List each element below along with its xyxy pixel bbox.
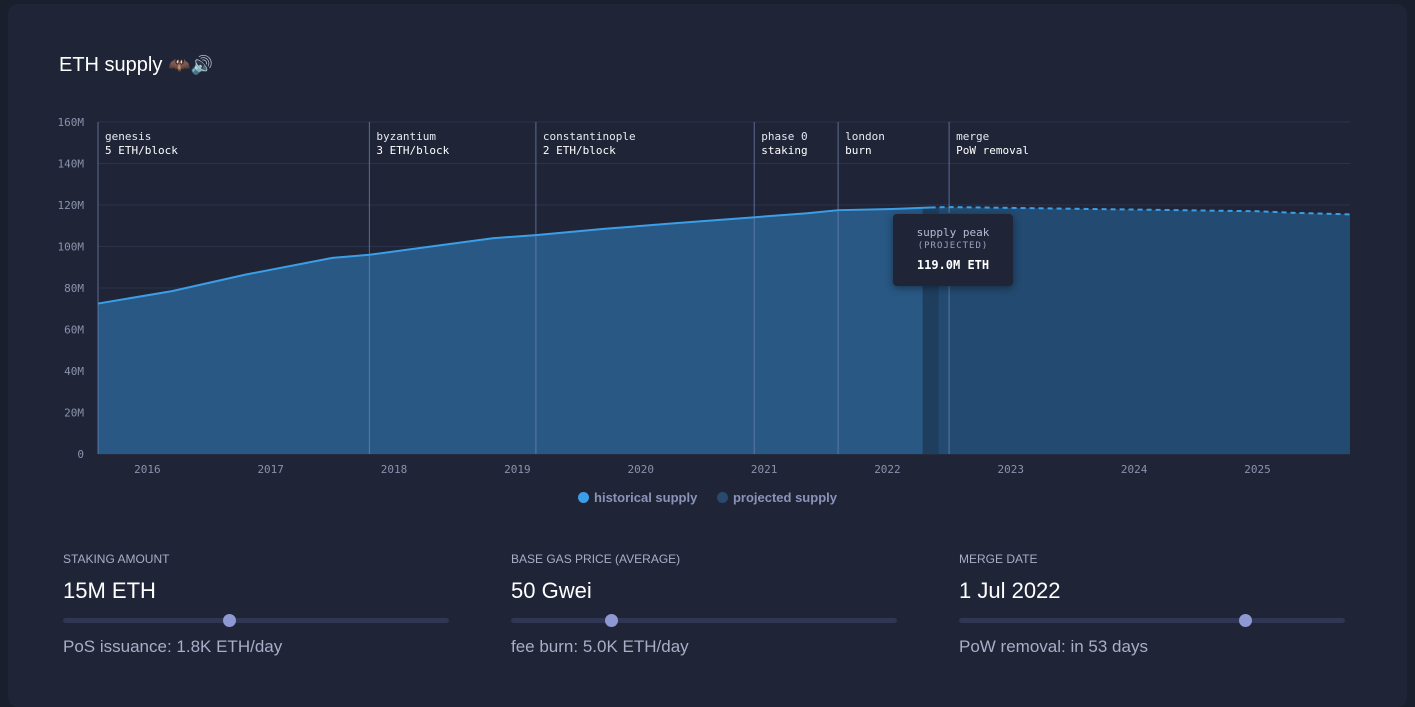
legend-historical-label: historical supply bbox=[594, 490, 698, 505]
annotation-detail: 2 ETH/block bbox=[543, 144, 616, 157]
historical-supply-line bbox=[97, 206, 931, 305]
chart-title: ETH supply 🦇🔊 bbox=[59, 54, 213, 77]
staking-amount-value: 15M ETH bbox=[63, 578, 156, 603]
pow-removal-text: PoW removal: in 53 days bbox=[959, 637, 1148, 656]
merge-date-thumb[interactable] bbox=[1238, 614, 1252, 627]
annotation-detail: PoW removal bbox=[956, 144, 1029, 157]
y-tick-label: 120M bbox=[58, 199, 85, 212]
y-tick-label: 80M bbox=[64, 282, 84, 295]
legend-projected-dot bbox=[716, 492, 728, 503]
supply-peak-tooltip: supply peak (PROJECTED) 119.0M ETH bbox=[893, 214, 1013, 286]
y-tick-label: 60M bbox=[64, 324, 84, 337]
legend-projected-label: projected supply bbox=[732, 490, 837, 505]
tooltip-title: supply peak bbox=[916, 226, 990, 239]
annotation-detail: burn bbox=[845, 144, 872, 157]
historical-supply-area bbox=[98, 207, 931, 454]
legend-historical[interactable]: historical supply bbox=[578, 490, 697, 505]
axes: 0 20M 40M 60M 80M 100M 120M 140M 160M 2016 2017 201… bbox=[58, 116, 1271, 476]
annotation-name: byzantium bbox=[376, 130, 436, 143]
x-tick-label: 2023 bbox=[998, 463, 1025, 476]
y-tick-label: 140M bbox=[58, 158, 85, 171]
merge-date-label: MERGE DATE bbox=[959, 552, 1038, 566]
base-gas-price-control: BASE GAS PRICE (AVERAGE) 50 Gwei fee bur… bbox=[511, 552, 897, 657]
merge-date-control: MERGE DATE 1 Jul 2022 PoW removal: in 53… bbox=[959, 552, 1345, 657]
y-tick-label: 160M bbox=[58, 116, 85, 129]
base-gas-price-label: BASE GAS PRICE (AVERAGE) bbox=[511, 552, 681, 566]
x-tick-label: 2017 bbox=[257, 463, 284, 476]
annotation-name: phase 0 bbox=[761, 130, 807, 143]
base-gas-price-thumb[interactable] bbox=[605, 614, 619, 627]
projected-supply-line bbox=[930, 206, 1351, 216]
legend-historical-dot bbox=[578, 492, 590, 503]
y-tick-label: 20M bbox=[64, 407, 84, 420]
merge-date-value: 1 Jul 2022 bbox=[959, 578, 1061, 603]
annotation-name: genesis bbox=[105, 130, 151, 143]
base-gas-price-slider[interactable] bbox=[511, 614, 897, 627]
x-tick-label: 2025 bbox=[1244, 463, 1271, 476]
pos-issuance-text: PoS issuance: 1.8K ETH/day bbox=[63, 637, 283, 656]
annotation-name: merge bbox=[956, 130, 989, 143]
projected-supply-area bbox=[930, 207, 1350, 454]
x-tick-label: 2022 bbox=[874, 463, 901, 476]
legend-projected[interactable]: projected supply bbox=[716, 490, 837, 505]
x-tick-label: 2016 bbox=[134, 463, 161, 476]
y-tick-label: 40M bbox=[64, 365, 84, 378]
staking-amount-label: STAKING AMOUNT bbox=[63, 552, 170, 566]
areas bbox=[98, 207, 1350, 454]
x-tick-label: 2020 bbox=[627, 463, 654, 476]
chart-legend: historical supply projected supply bbox=[0, 490, 1415, 506]
staking-amount-control: STAKING AMOUNT 15M ETH PoS issuance: 1.8… bbox=[63, 552, 449, 657]
x-tick-label: 2021 bbox=[751, 463, 778, 476]
tooltip-subtitle: (PROJECTED) bbox=[917, 241, 989, 251]
title-text: ETH supply bbox=[59, 54, 163, 76]
annotation-detail: 3 ETH/block bbox=[376, 144, 449, 157]
staking-amount-slider[interactable] bbox=[63, 614, 449, 627]
tooltip-value: 119.0M ETH bbox=[916, 258, 990, 272]
y-tick-label: 100M bbox=[58, 241, 85, 254]
bat-speaker-emoji: 🦇🔊 bbox=[168, 55, 214, 75]
y-tick-label: 0 bbox=[77, 448, 84, 461]
x-tick-label: 2018 bbox=[381, 463, 408, 476]
annotation-name: london bbox=[845, 130, 885, 143]
base-gas-price-value: 50 Gwei bbox=[511, 578, 592, 603]
x-tick-label: 2019 bbox=[504, 463, 531, 476]
fee-burn-text: fee burn: 5.0K ETH/day bbox=[511, 637, 689, 656]
annotation-detail: 5 ETH/block bbox=[105, 144, 178, 157]
x-tick-label: 2024 bbox=[1121, 463, 1148, 476]
annotation-detail: staking bbox=[761, 144, 807, 157]
annotation-name: constantinople bbox=[543, 130, 636, 143]
merge-date-slider[interactable] bbox=[959, 614, 1345, 627]
staking-amount-thumb[interactable] bbox=[222, 614, 236, 627]
